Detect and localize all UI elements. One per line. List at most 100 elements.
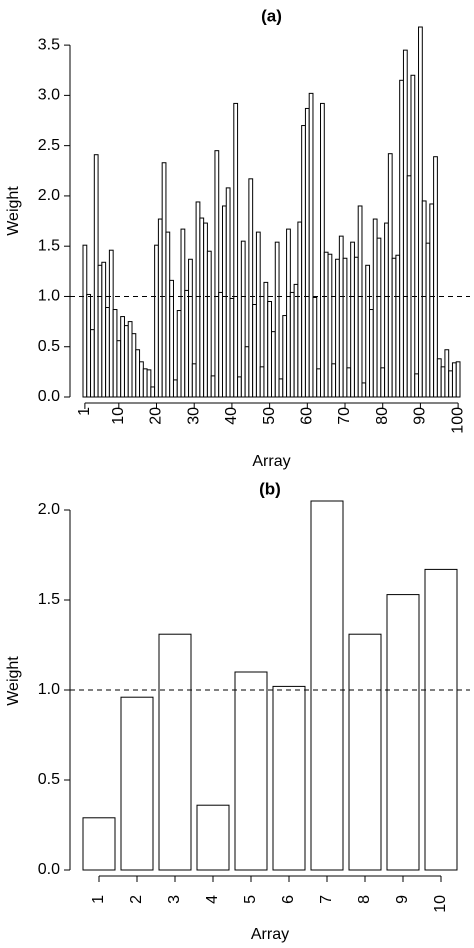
- bar: [361, 382, 367, 398]
- bar: [131, 333, 137, 398]
- bar: [146, 369, 152, 398]
- bar: [353, 256, 359, 398]
- bar: [286, 228, 291, 398]
- bar: [316, 368, 322, 398]
- x-tick-label: 10: [110, 407, 127, 425]
- x-tick-label: 8: [356, 895, 373, 904]
- bar: [108, 249, 114, 398]
- y-axis-label: Weight: [5, 186, 22, 236]
- bar: [399, 79, 404, 398]
- bar: [120, 696, 154, 871]
- bar: [206, 250, 212, 398]
- bar: [320, 102, 325, 398]
- x-tick-label: 10: [432, 895, 449, 913]
- bar: [252, 304, 257, 398]
- bar: [335, 258, 340, 398]
- bar: [196, 804, 230, 871]
- bar: [384, 222, 389, 398]
- bar: [293, 283, 299, 398]
- bar: [406, 175, 412, 398]
- bar: [342, 257, 348, 398]
- bar: [365, 264, 371, 398]
- bar: [310, 500, 344, 871]
- x-tick-label: 7: [318, 895, 335, 904]
- y-tick-label: 2.0: [38, 501, 60, 518]
- bar: [395, 254, 401, 398]
- bar: [101, 261, 107, 398]
- x-tick-label: 1: [90, 895, 107, 904]
- bar: [304, 107, 310, 398]
- bar: [267, 300, 273, 398]
- bar: [429, 203, 435, 398]
- bar: [418, 26, 423, 398]
- bar: [346, 367, 352, 398]
- x-tick-label: 9: [394, 895, 411, 904]
- bar: [142, 368, 148, 398]
- x-tick-label: 100: [449, 407, 466, 434]
- y-tick-label: 0.0: [38, 861, 60, 878]
- bar: [436, 358, 442, 398]
- bar: [248, 178, 254, 398]
- bar: [259, 366, 265, 398]
- bar: [237, 376, 242, 398]
- x-tick-label: 2: [128, 895, 145, 904]
- y-tick-label: 0.5: [38, 338, 60, 355]
- x-axis-label: Array: [251, 926, 289, 943]
- bar: [410, 74, 416, 398]
- bar: [380, 367, 386, 398]
- y-tick-label: 1.0: [38, 681, 60, 698]
- y-axis-label: Weight: [5, 656, 22, 706]
- x-tick-label: 60: [299, 407, 316, 425]
- bar: [369, 309, 374, 398]
- bar: [199, 217, 205, 398]
- bar: [331, 363, 337, 398]
- y-tick-label: 1.0: [38, 288, 60, 305]
- x-tick-label: 80: [374, 407, 391, 425]
- x-tick-label: 40: [223, 407, 240, 425]
- bar: [348, 633, 382, 871]
- x-tick-label: 5: [242, 895, 259, 904]
- bar: [297, 221, 303, 398]
- bar: [172, 379, 178, 398]
- y-tick-label: 0.5: [38, 771, 60, 788]
- bar: [301, 125, 306, 398]
- bar: [402, 49, 408, 398]
- x-tick-label: 30: [185, 407, 202, 425]
- bar: [82, 817, 116, 871]
- bar: [255, 231, 261, 398]
- x-tick-label: 4: [204, 895, 221, 904]
- bar: [165, 231, 171, 398]
- x-tick-label: 20: [148, 407, 165, 425]
- bar: [433, 156, 438, 398]
- bar: [203, 222, 208, 398]
- y-tick-label: 1.5: [38, 591, 60, 608]
- x-tick-label: 3: [166, 895, 183, 904]
- bar: [240, 240, 246, 398]
- bar: [272, 685, 306, 871]
- bar: [82, 244, 88, 398]
- bar: [424, 568, 458, 871]
- bar: [157, 218, 163, 398]
- bar: [282, 315, 288, 398]
- bar: [244, 346, 250, 398]
- bar: [229, 297, 235, 398]
- bar: [289, 291, 295, 398]
- bar: [139, 361, 144, 398]
- bar: [191, 363, 197, 398]
- bar: [327, 253, 333, 398]
- y-tick-label: 2.0: [38, 187, 60, 204]
- bar: [425, 242, 431, 398]
- bar: [357, 205, 363, 398]
- bar: [158, 633, 192, 871]
- bar: [278, 378, 284, 398]
- bar: [414, 373, 420, 398]
- bar: [180, 228, 186, 398]
- bar: [421, 200, 427, 398]
- bar: [350, 241, 355, 398]
- bar: [233, 102, 239, 398]
- bar: [116, 340, 122, 398]
- bar: [161, 162, 167, 398]
- y-tick-label: 3.5: [38, 36, 60, 53]
- x-tick-label: 90: [412, 407, 429, 425]
